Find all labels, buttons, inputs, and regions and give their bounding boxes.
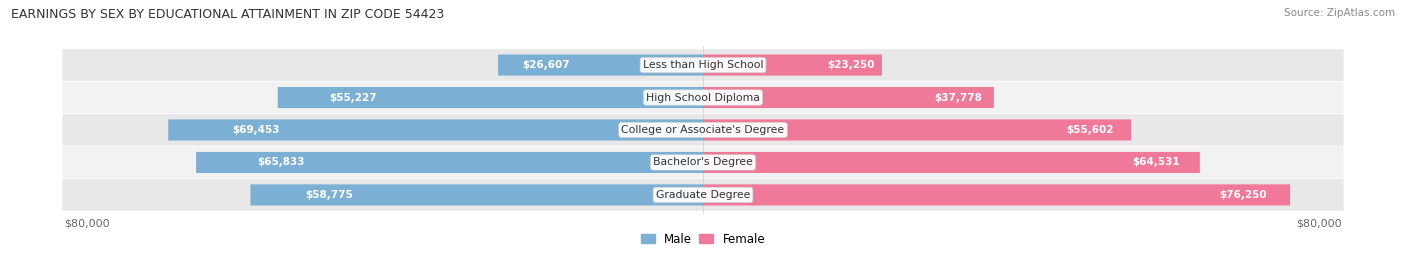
Text: $58,775: $58,775	[305, 190, 353, 200]
FancyBboxPatch shape	[62, 82, 1344, 113]
Text: High School Diploma: High School Diploma	[647, 92, 759, 103]
Text: Source: ZipAtlas.com: Source: ZipAtlas.com	[1284, 8, 1395, 18]
FancyBboxPatch shape	[169, 120, 703, 140]
Text: $65,833: $65,833	[257, 157, 305, 168]
Text: Less than High School: Less than High School	[643, 60, 763, 70]
FancyBboxPatch shape	[703, 54, 882, 76]
FancyBboxPatch shape	[62, 49, 1344, 81]
Legend: Male, Female: Male, Female	[641, 233, 765, 246]
FancyBboxPatch shape	[703, 152, 1199, 173]
FancyBboxPatch shape	[195, 152, 703, 173]
FancyBboxPatch shape	[498, 54, 703, 76]
FancyBboxPatch shape	[278, 87, 703, 108]
FancyBboxPatch shape	[62, 147, 1344, 178]
Text: Graduate Degree: Graduate Degree	[655, 190, 751, 200]
Text: $26,607: $26,607	[523, 60, 571, 70]
FancyBboxPatch shape	[703, 184, 1291, 206]
Text: $37,778: $37,778	[935, 92, 983, 103]
Text: $76,250: $76,250	[1219, 190, 1267, 200]
FancyBboxPatch shape	[62, 114, 1344, 146]
FancyBboxPatch shape	[62, 179, 1344, 211]
Text: EARNINGS BY SEX BY EDUCATIONAL ATTAINMENT IN ZIP CODE 54423: EARNINGS BY SEX BY EDUCATIONAL ATTAINMEN…	[11, 8, 444, 21]
FancyBboxPatch shape	[703, 120, 1130, 140]
Text: $55,602: $55,602	[1067, 125, 1114, 135]
Text: $23,250: $23,250	[827, 60, 875, 70]
Text: Bachelor's Degree: Bachelor's Degree	[652, 157, 754, 168]
Text: $64,531: $64,531	[1132, 157, 1180, 168]
Text: $69,453: $69,453	[232, 125, 280, 135]
FancyBboxPatch shape	[703, 87, 994, 108]
Text: College or Associate's Degree: College or Associate's Degree	[621, 125, 785, 135]
Text: $55,227: $55,227	[329, 92, 377, 103]
FancyBboxPatch shape	[250, 184, 703, 206]
